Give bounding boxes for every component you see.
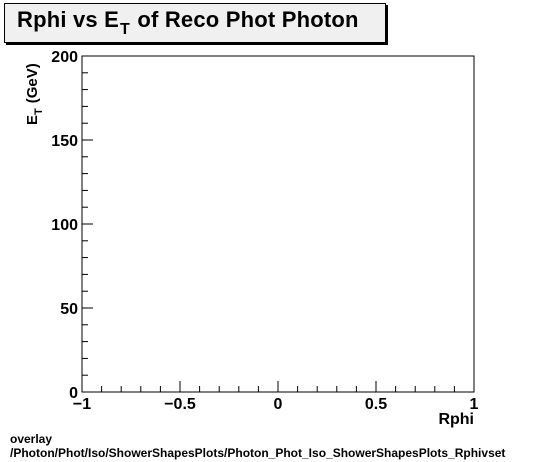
title-subscript: T: [120, 21, 131, 38]
plot-frame: [81, 55, 475, 393]
footer: overlay /Photon/Phot/Iso/ShowerShapesPlo…: [10, 432, 505, 460]
footer-line-2: /Photon/Phot/Iso/ShowerShapesPlots/Photo…: [10, 446, 506, 460]
x-tick-label: −1: [73, 396, 91, 413]
y-tick-label: 50: [60, 301, 78, 318]
x-axis-ticks: [81, 381, 475, 392]
y-tick-label: 100: [51, 217, 78, 234]
chart-title: Rphi vs ET of Reco Phot Photon: [17, 7, 359, 38]
title-suffix: of Reco Phot Photon: [131, 7, 359, 32]
y-tick-label: 150: [51, 133, 78, 150]
x-tick-label: −0.5: [164, 396, 196, 413]
footer-line-1: overlay: [10, 432, 53, 446]
x-axis-label: Rphi: [438, 411, 474, 428]
y-axis-label-sub: T: [33, 108, 45, 115]
title-prefix: Rphi vs E: [17, 7, 120, 32]
x-tick-label: 0: [274, 396, 283, 413]
x-tick-label: 1: [470, 396, 479, 413]
y-tick-label: 200: [51, 49, 78, 66]
y-axis-label-main: E: [24, 115, 41, 125]
x-tick-label: 0.5: [365, 396, 387, 413]
y-axis-ticks: [82, 55, 93, 393]
y-axis-label: ET (GeV): [24, 63, 45, 125]
y-tick-label: 0: [69, 385, 78, 402]
title-box: Rphi vs ET of Reco Phot Photon: [4, 3, 386, 43]
x-axis-tick-labels: −1 −0.5 0 0.5 1: [73, 396, 479, 413]
y-axis-label-unit: (GeV): [24, 63, 41, 103]
y-axis-tick-labels: 0 50 100 150 200: [51, 49, 78, 402]
svg-text:ET(GeV): ET (GeV): [24, 63, 45, 125]
